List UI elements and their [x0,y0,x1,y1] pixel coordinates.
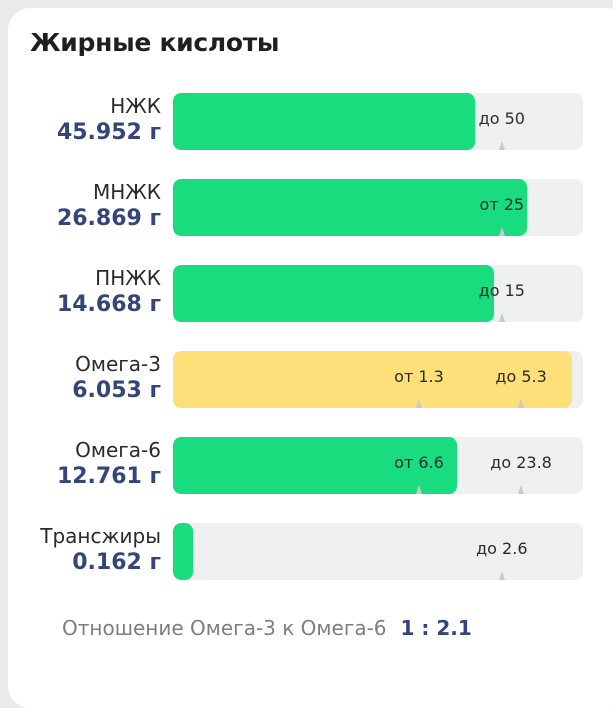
omega-ratio-value: 1 : 2.1 [400,616,472,640]
nutrient-row: МНЖК 26.869 г от 25 [0,179,613,237]
norm-label: от 6.6 [394,453,444,472]
progress-fill [173,437,458,494]
norm-label: до 23.8 [490,453,552,472]
norm-label: до 15 [478,281,525,300]
nutrient-name: МНЖК [92,180,161,204]
nutrient-name: ПНЖК [95,266,161,290]
omega-ratio: Отношение Омега-3 к Омега-6 1 : 2.1 [62,616,472,640]
marker-triangle-icon [416,399,422,408]
marker-triangle-icon [498,141,505,150]
nutrient-value: 12.761 г [56,464,161,489]
nutrient-row: НЖК 45.952 г до 50 [0,93,613,151]
marker-triangle-icon [416,485,422,494]
card-title: Жирные кислоты [30,28,280,57]
progress-fill [173,93,476,150]
progress-track: от 25 [173,179,583,236]
nutrient-row: Омега-3 6.053 г от 1.3 до 5.3 [0,351,613,409]
progress-track: от 1.3 до 5.3 [173,351,583,408]
progress-track: до 15 [173,265,583,322]
marker-triangle-icon [518,399,525,408]
progress-fill [173,523,194,580]
nutrient-value: 26.869 г [56,206,161,231]
progress-fill [173,179,527,236]
omega-ratio-label: Отношение Омега-3 к Омега-6 [62,616,387,640]
marker-triangle-icon [498,313,505,322]
norm-label: до 5.3 [495,367,547,386]
nutrient-label: МНЖК 26.869 г [57,179,161,233]
marker-triangle-icon [518,485,525,494]
nutrient-name: НЖК [110,94,161,118]
marker-triangle-icon [498,227,505,236]
nutrient-label: Омега-6 12.761 г [57,437,161,491]
marker-triangle-icon [498,571,505,580]
nutrient-name: Омега-6 [75,438,161,462]
norm-label: до 50 [478,109,525,128]
nutrient-value: 45.952 г [56,120,161,145]
progress-track: от 6.6 до 23.8 [173,437,583,494]
progress-track: до 50 [173,93,583,150]
nutrient-value: 0.162 г [72,550,161,575]
nutrient-label: ПНЖК 14.668 г [57,265,161,319]
nutrient-label: Трансжиры 0.162 г [40,523,161,577]
norm-label: до 2.6 [476,539,528,558]
nutrient-value: 14.668 г [56,292,161,317]
nutrient-label: Омега-3 6.053 г [72,351,161,405]
progress-fill [173,265,495,322]
nutrient-row: Омега-6 12.761 г от 6.6 до 23.8 [0,437,613,495]
norm-label: от 1.3 [394,367,444,386]
nutrient-label: НЖК 45.952 г [57,93,161,147]
nutrient-value: 6.053 г [72,378,161,403]
nutrient-row: Трансжиры 0.162 г до 2.6 [0,523,613,581]
progress-track: до 2.6 [173,523,583,580]
norm-label: от 25 [479,195,525,214]
progress-fill [173,351,572,408]
nutrient-row: ПНЖК 14.668 г до 15 [0,265,613,323]
nutrient-name: Омега-3 [75,352,161,376]
nutrient-name: Трансжиры [40,524,161,548]
